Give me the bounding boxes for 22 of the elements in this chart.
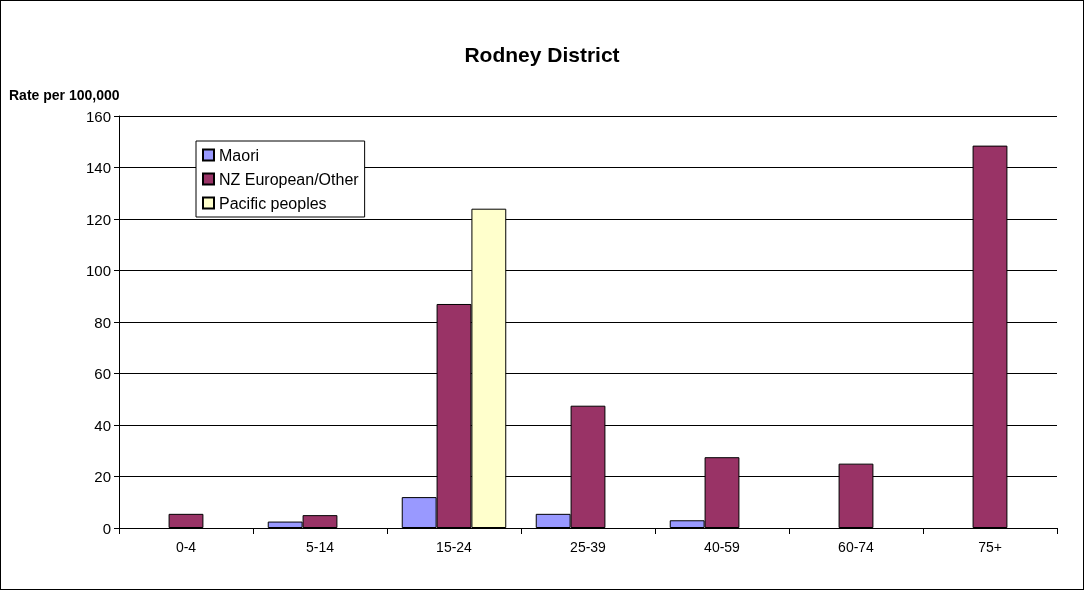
legend-label: NZ European/Other: [219, 170, 360, 188]
y-tick-label: 100: [85, 262, 111, 279]
y-axis-title: Rate per 100,000: [9, 87, 120, 103]
y-tick-label: 20: [94, 468, 111, 485]
y-tick-label: 40: [94, 416, 111, 434]
bar: [168, 513, 204, 528]
y-tick-label: 80: [94, 313, 111, 331]
y-tick-label: 0: [102, 519, 111, 537]
x-tick-label: 0-4: [175, 539, 197, 555]
x-tick-label: 40-59: [704, 539, 741, 555]
y-tick-label: 160: [85, 107, 111, 125]
x-tick-label: 75+: [978, 539, 1002, 555]
x-tick-label: 25-39: [570, 539, 607, 555]
legend-label: Pacific peoples: [219, 194, 327, 212]
x-tick-label: 15-24: [436, 539, 473, 555]
y-tick-label: 140: [85, 159, 111, 176]
y-tick-label: 60: [94, 365, 111, 382]
legend-label: Maori: [219, 146, 260, 164]
chart-title: Rodney District: [464, 43, 620, 66]
x-tick-label: 60-74: [838, 539, 875, 555]
y-tick-label: 120: [85, 210, 111, 228]
x-tick-label: 5-14: [305, 539, 335, 555]
